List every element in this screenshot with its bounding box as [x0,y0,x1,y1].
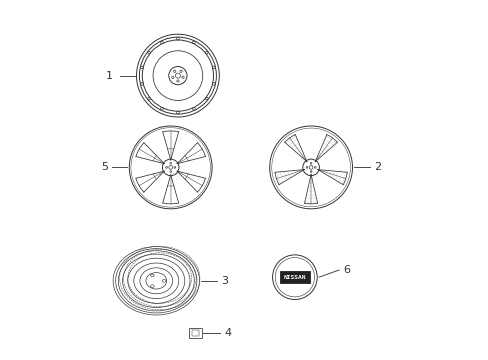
Text: 6: 6 [343,265,350,275]
Text: 2: 2 [373,162,381,172]
Bar [189,328,202,338]
Ellipse shape [162,159,179,176]
Text: 1: 1 [106,71,113,81]
Text: 3: 3 [221,276,227,286]
Ellipse shape [302,159,319,176]
Text: NISSAN: NISSAN [283,275,305,280]
Text: 5: 5 [101,162,107,172]
Text: 4: 4 [224,328,231,338]
Bar [279,271,309,283]
Bar [192,330,199,336]
